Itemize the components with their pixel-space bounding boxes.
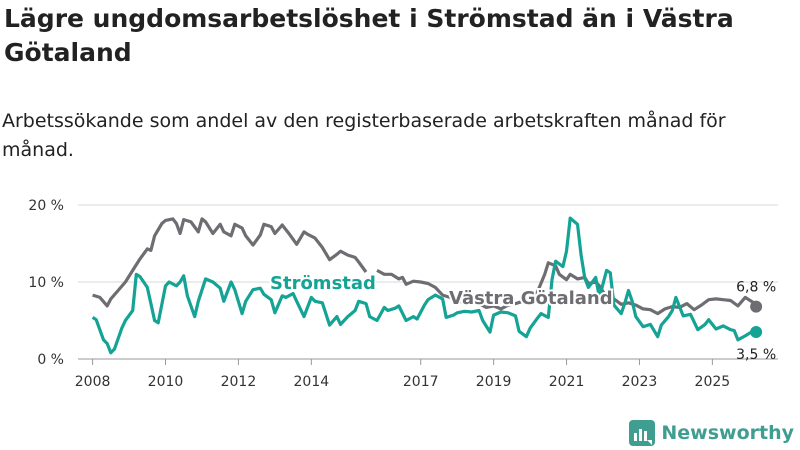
x-tick-label: 2017: [403, 374, 439, 390]
brand-name: Newsworthy: [661, 422, 794, 444]
chart-subtitle: Arbetssökande som andel av den registerb…: [2, 110, 726, 161]
end-label-stromstad: 3,5 %: [736, 347, 776, 363]
y-tick-label: 0 %: [37, 352, 64, 368]
x-tick-label: 2021: [549, 374, 585, 390]
end-point-stromstad: [750, 326, 763, 339]
x-tick-label: 2025: [695, 374, 731, 390]
series-line-vastra-gotaland: [376, 261, 758, 316]
x-tick-label: 2019: [476, 374, 512, 390]
chart-title: Lägre ungdomsarbetslöshet i Strömstad än…: [4, 4, 734, 67]
series-label-stromstad: Strömstad: [270, 273, 376, 294]
x-tick-label: 2023: [622, 374, 658, 390]
series-line-vastra-gotaland: [92, 217, 368, 308]
x-tick-label: 2012: [221, 374, 257, 390]
end-point-vastra-gotaland: [750, 300, 763, 313]
y-tick-label: 10 %: [28, 275, 64, 291]
y-tick-label: 20 %: [28, 198, 64, 214]
x-tick-label: 2008: [75, 374, 111, 390]
series-label-vastra-gotaland: Västra Götaland: [449, 288, 613, 309]
series-line-stromstad: [91, 216, 757, 355]
end-label-vastra-gotaland: 6,8 %: [736, 280, 776, 296]
brand-logo: Newsworthy: [629, 420, 794, 446]
newsworthy-logo-icon: [629, 420, 656, 446]
x-tick-label: 2014: [294, 374, 330, 390]
x-tick-label: 2010: [148, 374, 184, 390]
